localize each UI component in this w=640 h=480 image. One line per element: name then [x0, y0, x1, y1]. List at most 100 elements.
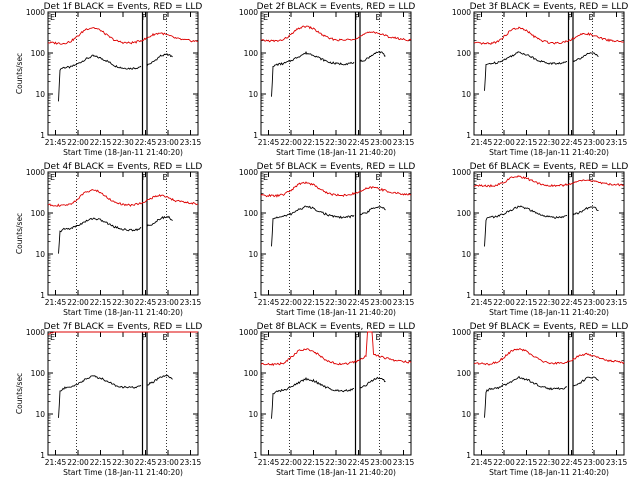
plot-frame — [260, 171, 412, 296]
x-tick-label: 22:00 — [280, 138, 302, 147]
x-tick-label: 22:45 — [135, 138, 157, 147]
chart-svg: Det 6f BLACK = Events, RED = LLD 1 10 100 10… — [452, 162, 629, 317]
events-series-line — [271, 205, 355, 247]
events-series-line — [58, 217, 142, 254]
y-tick-label: 100 — [31, 369, 46, 378]
y-tick-label: 1 — [466, 291, 471, 300]
y-tick-label: 100 — [457, 49, 472, 58]
flag-label: E — [263, 173, 268, 182]
x-tick-label: 23:00 — [583, 298, 605, 307]
flag-label: E — [588, 333, 593, 342]
plot-frame — [473, 331, 625, 456]
flag-label: F — [142, 13, 147, 22]
y-tick-label: 10 — [35, 410, 45, 419]
plot-frame — [260, 331, 412, 456]
detector-panel-1: Det 1f BLACK = Events, RED = LLD 1 10 100 10… — [0, 0, 213, 160]
y-tick-label: 1000 — [452, 328, 471, 337]
flag-label: E — [588, 13, 593, 22]
x-tick-label: 22:15 — [303, 138, 325, 147]
x-tick-label: 22:00 — [67, 458, 89, 467]
events-series-line — [572, 52, 599, 62]
plot-frame — [47, 331, 199, 456]
x-tick-label: 23:15 — [180, 458, 202, 467]
y-tick-label: 100 — [244, 369, 259, 378]
chart-svg: Det 9f BLACK = Events, RED = LLD 1 10 100 10… — [452, 322, 629, 477]
events-series-line — [146, 374, 173, 386]
lld-series-line — [473, 348, 625, 366]
y-tick-label: 1000 — [26, 168, 45, 177]
x-tick-label: 22:45 — [561, 138, 583, 147]
chart-title: Det 9f BLACK = Events, RED = LLD — [470, 322, 629, 332]
y-axis-label: Counts/sec — [15, 213, 24, 254]
x-tick-label: 23:00 — [157, 458, 179, 467]
x-tick-label: 22:00 — [280, 458, 302, 467]
x-tick-label: 23:15 — [606, 458, 628, 467]
detector-panel-9: Det 9f BLACK = Events, RED = LLD 1 10 100 10… — [426, 320, 639, 480]
x-tick-label: 22:15 — [303, 458, 325, 467]
x-tick-label: 21:45 — [471, 138, 493, 147]
flag-label: E — [50, 13, 55, 22]
x-tick-label: 21:45 — [258, 298, 280, 307]
flag-label: E — [50, 333, 55, 342]
y-tick-label: 10 — [461, 90, 471, 99]
chart-title: Det 8f BLACK = Events, RED = LLD — [257, 322, 416, 332]
flag-label: E — [375, 333, 380, 342]
flag-label: F — [142, 173, 147, 182]
x-axis-label: Start Time (18-Jan-11 21:40:20) — [489, 468, 609, 477]
x-tick-label: 22:30 — [112, 298, 134, 307]
chart-title: Det 1f BLACK = Events, RED = LLD — [44, 2, 203, 12]
x-axis-label: Start Time (18-Jan-11 21:40:20) — [276, 468, 396, 477]
x-axis-label: Start Time (18-Jan-11 21:40:20) — [63, 148, 183, 157]
y-tick-label: 100 — [244, 209, 259, 218]
detector-panel-6: Det 6f BLACK = Events, RED = LLD 1 10 100 10… — [426, 160, 639, 320]
x-tick-label: 22:45 — [561, 298, 583, 307]
detector-panel-7: Det 7f BLACK = Events, RED = LLD 1 10 100 10… — [0, 320, 213, 480]
y-tick-label: 10 — [461, 410, 471, 419]
y-tick-label: 1 — [466, 131, 471, 140]
x-tick-label: 22:00 — [67, 138, 89, 147]
x-tick-label: 21:45 — [45, 298, 67, 307]
x-tick-label: 22:15 — [90, 298, 112, 307]
x-tick-label: 22:15 — [516, 138, 538, 147]
events-series-line — [146, 53, 173, 67]
flag-label: F — [355, 13, 360, 22]
events-series-line — [484, 51, 568, 91]
x-tick-label: 22:45 — [348, 138, 370, 147]
x-tick-label: 21:45 — [45, 138, 67, 147]
x-tick-label: 22:45 — [561, 458, 583, 467]
x-tick-label: 22:45 — [135, 298, 157, 307]
plot-frame — [473, 11, 625, 136]
x-tick-label: 22:30 — [538, 458, 560, 467]
x-tick-label: 21:45 — [471, 298, 493, 307]
chart-title: Det 3f BLACK = Events, RED = LLD — [470, 2, 629, 12]
lld-series-line — [47, 188, 199, 207]
x-tick-label: 23:00 — [583, 138, 605, 147]
y-tick-label: 1000 — [239, 168, 258, 177]
events-series-line — [572, 206, 599, 216]
y-tick-label: 100 — [31, 49, 46, 58]
flag-label: F — [355, 173, 360, 182]
plot-frame — [260, 11, 412, 136]
x-tick-label: 22:15 — [90, 458, 112, 467]
plot-frame — [473, 171, 625, 296]
x-tick-label: 23:00 — [157, 138, 179, 147]
detector-panel-2: Det 2f BLACK = Events, RED = LLD 1 10 100 10… — [213, 0, 426, 160]
x-tick-label: 23:00 — [370, 458, 392, 467]
lld-series-line — [260, 331, 412, 367]
y-tick-label: 1000 — [452, 168, 471, 177]
lld-series-line — [47, 331, 198, 335]
lld-series-line — [473, 175, 625, 188]
y-tick-label: 1000 — [26, 8, 45, 17]
flag-label: F — [568, 13, 573, 22]
y-tick-label: 1 — [40, 451, 45, 460]
y-tick-label: 10 — [248, 90, 258, 99]
lld-series-line — [473, 26, 625, 45]
flag-label: F — [568, 173, 573, 182]
events-series-line — [271, 51, 355, 97]
x-tick-label: 22:15 — [516, 298, 538, 307]
y-tick-label: 10 — [248, 250, 258, 259]
x-tick-label: 23:15 — [393, 138, 415, 147]
flag-label: E — [375, 13, 380, 22]
y-tick-label: 1 — [40, 291, 45, 300]
chart-title: Det 5f BLACK = Events, RED = LLD — [257, 162, 416, 172]
